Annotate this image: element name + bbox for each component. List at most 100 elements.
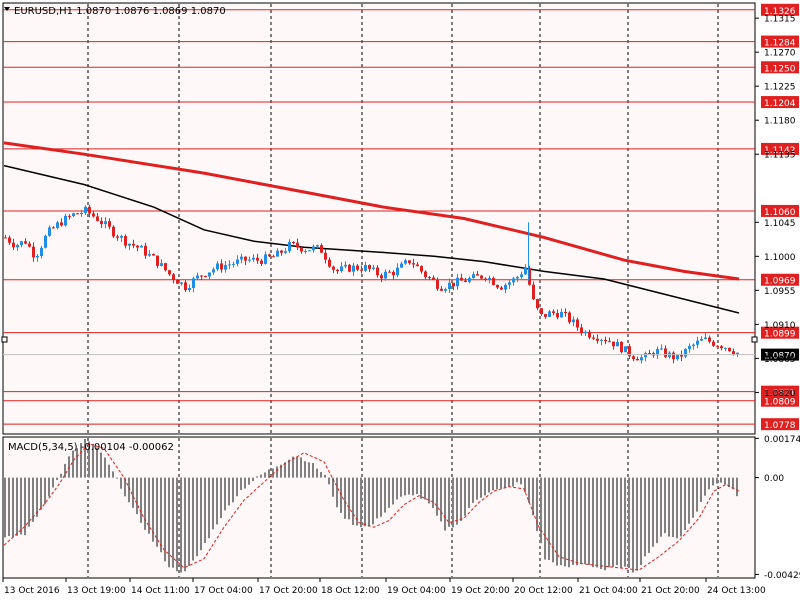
macd-bar xyxy=(16,477,18,536)
bear-candle xyxy=(680,354,683,357)
bear-candle xyxy=(528,268,531,285)
macd-bar xyxy=(208,477,210,539)
macd-bar xyxy=(192,477,194,561)
bull-candle xyxy=(508,282,511,285)
macd-bar xyxy=(268,469,270,478)
macd-bar xyxy=(72,450,74,478)
time-tick-label: 19 Oct 04:00 xyxy=(387,586,446,596)
bull-candle xyxy=(504,284,507,290)
macd-bar xyxy=(716,477,718,484)
bull-candle xyxy=(104,221,107,225)
collapse-triangle-icon[interactable] xyxy=(4,7,10,11)
macd-bar xyxy=(656,477,658,544)
macd-bar xyxy=(532,477,534,516)
bear-candle xyxy=(260,260,263,264)
macd-bar xyxy=(176,477,178,572)
price-tick-label: 1.1315 xyxy=(764,15,796,25)
price-tick-label: 1.0865 xyxy=(764,355,796,365)
bear-candle xyxy=(328,259,331,267)
macd-bar xyxy=(56,477,58,480)
bear-candle xyxy=(664,348,667,357)
bear-candle xyxy=(376,267,379,276)
bear-candle xyxy=(532,284,535,300)
bull-candle xyxy=(232,263,235,265)
macd-bar xyxy=(708,477,710,490)
bear-candle xyxy=(28,243,31,247)
bull-candle xyxy=(572,319,575,323)
macd-bar xyxy=(300,457,302,478)
price-tick-label: 1.1225 xyxy=(764,83,796,93)
bear-candle xyxy=(356,265,359,270)
bull-candle xyxy=(308,250,311,252)
bear-candle xyxy=(636,358,639,361)
macd-bar xyxy=(224,477,226,511)
macd-bar xyxy=(424,477,426,500)
macd-bar xyxy=(668,477,670,537)
macd-bar xyxy=(524,477,526,493)
level-label: 1.1204 xyxy=(764,99,796,109)
macd-bar xyxy=(292,456,294,478)
macd-bar xyxy=(116,477,118,479)
macd-bar xyxy=(572,477,574,565)
bear-candle xyxy=(388,271,391,273)
time-tick-label: 14 Oct 11:00 xyxy=(131,586,190,596)
macd-bar xyxy=(120,477,122,489)
bear-candle xyxy=(32,246,35,258)
bear-candle xyxy=(464,280,467,282)
bear-candle xyxy=(124,236,127,246)
bull-candle xyxy=(692,344,695,347)
macd-bar xyxy=(552,477,554,563)
macd-bar xyxy=(12,477,14,538)
bear-candle xyxy=(408,260,411,264)
bull-candle xyxy=(520,274,523,278)
bull-candle xyxy=(212,269,215,273)
bull-candle xyxy=(264,254,267,264)
bear-candle xyxy=(116,236,119,238)
bull-candle xyxy=(696,340,699,345)
macd-signal-line xyxy=(3,443,740,571)
macd-bar xyxy=(652,477,654,547)
level-label: 1.1250 xyxy=(764,64,796,74)
macd-bar xyxy=(364,477,366,527)
bull-candle xyxy=(56,222,59,228)
macd-bar xyxy=(628,477,630,569)
shift-marker-right[interactable] xyxy=(751,336,758,343)
bear-candle xyxy=(420,266,423,272)
macd-tick-label: -0.00429 xyxy=(764,571,800,581)
bull-candle xyxy=(80,212,83,214)
macd-bar xyxy=(48,477,50,497)
bull-candle xyxy=(472,274,475,279)
macd-bar xyxy=(244,477,246,489)
price-panel[interactable] xyxy=(2,2,756,435)
macd-bar xyxy=(112,471,114,478)
macd-bar xyxy=(236,477,238,497)
macd-bar xyxy=(76,448,78,478)
shift-marker-left[interactable] xyxy=(1,336,8,343)
macd-bar xyxy=(504,477,506,489)
macd-bar xyxy=(288,459,290,478)
bear-candle xyxy=(152,254,155,256)
bear-candle xyxy=(244,256,247,261)
price-tick-label: 1.1045 xyxy=(764,219,796,229)
bear-candle xyxy=(100,220,103,225)
macd-bar xyxy=(80,442,82,478)
bear-candle xyxy=(392,271,395,276)
macd-bar xyxy=(84,439,86,478)
bear-candle xyxy=(332,266,335,270)
bull-candle xyxy=(560,311,563,318)
bear-candle xyxy=(564,311,567,313)
macd-bar xyxy=(484,477,486,496)
macd-panel[interactable] xyxy=(2,436,756,579)
macd-bar xyxy=(444,477,446,531)
bull-candle xyxy=(396,267,399,276)
bull-candle xyxy=(352,265,355,272)
macd-bar xyxy=(172,477,174,568)
macd-bar xyxy=(232,477,234,503)
bull-candle xyxy=(248,259,251,261)
bull-candle xyxy=(72,213,75,217)
macd-bar xyxy=(132,477,134,508)
macd-axis: 0.00174 0.00 -0.00429 xyxy=(755,435,800,581)
bear-candle xyxy=(460,277,463,281)
price-tick-label: 1.0910 xyxy=(764,321,796,331)
bull-candle xyxy=(640,357,643,361)
